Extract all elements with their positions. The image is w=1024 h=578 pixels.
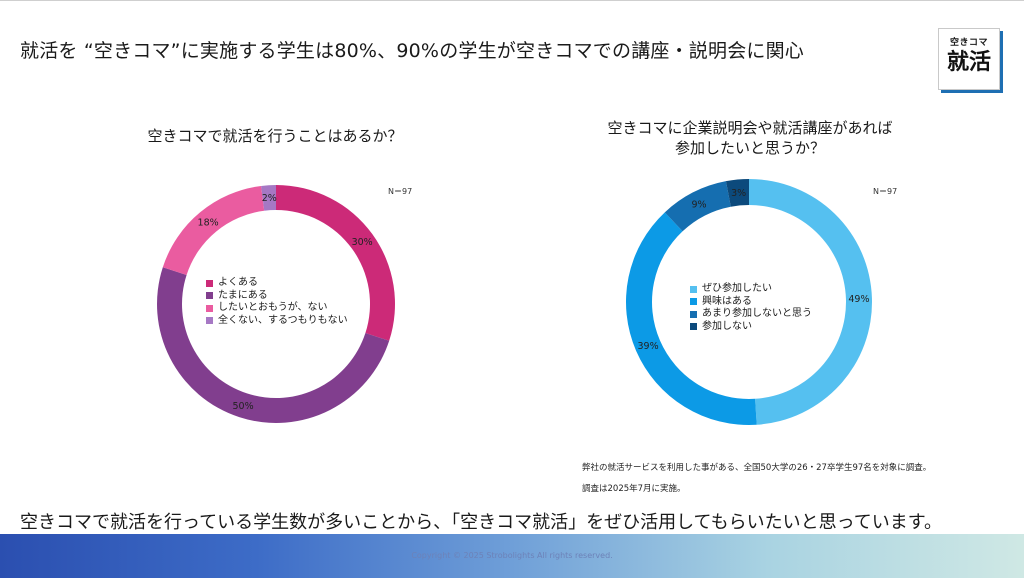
footer-band [0,534,1024,578]
logo-line-1: 空きコマ [949,38,988,48]
chart2-sample-size: N＝97 [873,187,898,196]
conclusion-text: 空きコマで就活を行っている学生数が多いことから、「空きコマ就活」をぜひ活用しても… [20,512,942,533]
chart2-slice-label-3: 9% [692,199,707,210]
logo: 空きコマ 就活 [938,28,1000,90]
chart2-slice-1 [749,179,872,425]
chart2-legend-swatch-1 [690,285,697,293]
chart2-title-line-2: 参加したいと思うか？ [674,139,825,157]
chart2-legend: ぜひ参加したい 興味はある あまり参加しないと思う 参加しない [690,283,812,333]
chart1-legend-swatch-4 [206,317,213,325]
chart2-legend-swatch-2 [690,298,697,306]
chart1-legend-item-2: たまにある [206,290,348,303]
page-headline: 就活を “空きコマ”に実施する学生は80%、90%の学生が空きコマでの講座・説明… [20,40,804,62]
chart2-legend-swatch-3 [690,310,697,318]
chart2-title: 空きコマに企業説明会や就活講座があれば 参加したいと思うか？ [580,118,920,158]
chart2-legend-item-1: ぜひ参加したい [690,283,812,296]
chart1-slice-label-1: 30% [352,237,373,248]
chart2-legend-item-2: 興味はある [690,296,812,309]
chart1-sample-size: N＝97 [388,187,413,196]
chart1-legend-label-4: 全くない、するつもりもない [218,314,348,326]
chart2-legend-label-3: あまり参加しないと思う [702,308,812,319]
chart2-legend-item-3: あまり参加しないと思う [690,308,812,321]
chart2-legend-swatch-4 [690,323,697,331]
chart1-slice-4 [261,185,276,211]
chart1-slice-label-4: 2% [262,193,277,204]
chart1-legend-swatch-1 [206,279,213,287]
chart1-legend-item-1: よくある [206,277,348,290]
chart2-slice-4 [725,179,749,207]
chart1-legend-label-1: よくある [218,277,258,288]
chart1-legend: よくある たまにある したいとおもうが、ない 全くない、するつもりもない [206,277,348,327]
chart2-legend-label-4: 参加しない [702,320,752,332]
copyright: Copyright © 2025 Strobolights All rights… [411,551,613,560]
chart2-legend-label-2: 興味はある [702,295,752,307]
logo-line-2: 就活 [946,50,991,75]
chart2-title-line-1: 空きコマに企業説明会や就活講座があれば [607,119,893,137]
chart1-slice-2 [157,267,390,423]
chart2-slice-3 [664,181,731,232]
chart1-title: 空きコマで就活を行うことはあるか？ [147,127,403,145]
chart1-legend-swatch-3 [206,304,213,312]
chart2-legend-item-4: 参加しない [690,321,812,334]
chart1-slice-3 [162,185,265,275]
chart1-slice-1 [276,185,395,341]
survey-note: 弊社の就活サービスを利用した事がある、全国50大学の26・27卒学生97名を対象… [582,463,932,473]
chart1-legend-label-3: したいとおもうが、ない [218,302,328,313]
chart1-legend-label-2: たまにある [218,289,268,301]
chart1-legend-swatch-2 [206,292,213,300]
chart2-slice-label-1: 49% [848,294,869,305]
chart1-slice-label-2: 50% [233,401,254,412]
chart2-slice-2 [626,212,757,425]
top-rule [0,0,1024,1]
survey-date-note: 調査は2025年7月に実施。 [582,484,686,494]
chart2-legend-label-1: ぜひ参加したい [702,283,772,294]
chart2-slice-label-2: 39% [637,341,658,352]
chart1-legend-item-3: したいとおもうが、ない [206,302,348,315]
chart2-slice-label-4: 3% [731,188,746,199]
chart1-slice-label-3: 18% [198,217,219,228]
chart1-legend-item-4: 全くない、するつもりもない [206,315,348,328]
